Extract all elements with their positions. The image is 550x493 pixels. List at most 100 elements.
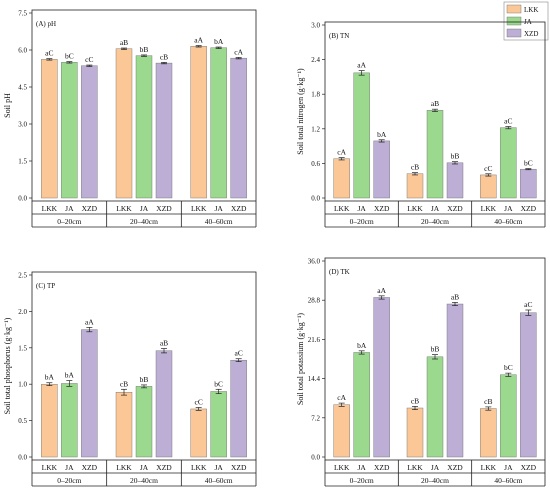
plot-frame <box>31 9 257 202</box>
bar-ja <box>500 374 517 458</box>
y-tick-label: 3.0 <box>18 121 27 129</box>
bar-xzd <box>155 350 173 458</box>
depth-group-label: 0–20cm <box>57 476 81 485</box>
significance-label: bC <box>65 52 74 61</box>
y-axis-label: Soil pH <box>3 93 12 118</box>
bar-lkk <box>115 48 133 199</box>
x-category-label: LKK <box>334 204 350 213</box>
x-category-label: XZD <box>374 463 390 472</box>
significance-label: cC <box>85 55 93 64</box>
bar-lkk <box>406 173 424 199</box>
significance-label: cB <box>120 379 128 388</box>
significance-label: bA <box>214 37 224 46</box>
x-category-label: XZD <box>156 463 172 472</box>
x-category-label: JA <box>504 463 513 472</box>
significance-label: bC <box>504 363 513 372</box>
legend-swatch-lkk <box>506 4 522 14</box>
bar-ja <box>210 47 227 199</box>
depth-group-label: 20–40cm <box>130 476 158 485</box>
x-category-label: XZD <box>521 463 537 472</box>
significance-label: cA <box>234 47 243 56</box>
x-category-label: LKK <box>191 463 207 472</box>
significance-label: bC <box>524 159 533 168</box>
bar-lkk <box>406 407 424 458</box>
x-category-label: JA <box>357 204 366 213</box>
depth-group-label: 0–20cm <box>57 217 81 226</box>
y-tick-label: 7.2 <box>311 414 320 422</box>
x-category-label: JA <box>214 463 223 472</box>
panel-title: (D) TK <box>329 268 350 276</box>
x-category-label: JA <box>504 204 513 213</box>
x-category-label: XZD <box>374 204 390 213</box>
y-tick-label: 1.2 <box>311 125 320 133</box>
x-category-label: XZD <box>82 463 98 472</box>
bar-ja <box>426 356 444 458</box>
y-tick-label: 2.5 <box>18 272 27 280</box>
significance-label: aB <box>160 339 168 348</box>
plot-frame <box>324 21 546 202</box>
bar-xzd <box>520 168 537 199</box>
x-category-label: JA <box>140 463 149 472</box>
plot-frame <box>324 257 546 461</box>
significance-label: bB <box>431 345 440 354</box>
bar-xzd <box>520 312 537 458</box>
significance-label: aA <box>85 317 94 326</box>
significance-label: bB <box>140 375 149 384</box>
bar-ja <box>353 72 370 199</box>
x-category-label: LKK <box>42 204 58 213</box>
x-category-label: LKK <box>407 204 423 213</box>
y-tick-label: 14.4 <box>308 375 321 383</box>
significance-label: cB <box>484 397 492 406</box>
significance-label: cB <box>160 52 168 61</box>
bar-ja <box>61 383 78 458</box>
x-category-label: LKK <box>42 463 58 472</box>
significance-label: bA <box>45 373 55 382</box>
x-category-label: LKK <box>116 463 132 472</box>
depth-group-label: 40–60cm <box>494 217 522 226</box>
bar-ja <box>353 352 370 458</box>
x-category-label: JA <box>357 463 366 472</box>
significance-label: bC <box>214 379 223 388</box>
significance-label: bA <box>377 130 387 139</box>
significance-label: aA <box>377 286 386 295</box>
x-category-label: JA <box>431 463 440 472</box>
bar-xzd <box>373 297 390 458</box>
y-tick-label: 1.8 <box>311 91 320 99</box>
significance-label: aA <box>194 36 203 45</box>
bar-xzd <box>446 162 464 199</box>
y-tick-label: 21.6 <box>308 336 321 344</box>
y-tick-label: 1.5 <box>18 158 27 166</box>
depth-group-label: 40–60cm <box>205 217 233 226</box>
bar-ja <box>500 127 517 199</box>
significance-label: cC <box>484 164 492 173</box>
bar-lkk <box>190 46 207 199</box>
significance-label: aB <box>431 99 439 108</box>
bar-ja <box>210 391 227 458</box>
depth-group-label: 20–40cm <box>421 217 449 226</box>
legend-label-xzd: XZD <box>524 30 538 38</box>
x-category-label: JA <box>140 204 149 213</box>
y-tick-label: 7.5 <box>18 10 27 18</box>
y-tick-label: 0.5 <box>18 417 27 425</box>
x-category-label: XZD <box>82 204 98 213</box>
x-category-label: LKK <box>481 463 497 472</box>
bar-xzd <box>230 359 247 458</box>
x-category-label: XZD <box>521 204 537 213</box>
x-category-label: JA <box>214 204 223 213</box>
x-category-label: XZD <box>231 463 247 472</box>
significance-label: aC <box>45 49 53 58</box>
significance-label: aC <box>524 300 532 309</box>
y-tick-label: 6.0 <box>18 47 27 55</box>
panel-title: (A) pH <box>36 20 56 28</box>
x-category-label: JA <box>65 204 74 213</box>
bar-lkk <box>190 408 207 458</box>
y-tick-label: 2.0 <box>18 308 27 316</box>
y-axis-label: Soil total phosphorus (g·kg⁻¹) <box>3 317 12 414</box>
legend-label-lkk: LKK <box>524 6 538 14</box>
y-tick-label: 0.0 <box>18 454 27 462</box>
x-category-label: LKK <box>116 204 132 213</box>
bar-ja <box>135 55 153 199</box>
y-axis-label: Soil total potassium (g·kg⁻¹) <box>296 313 305 406</box>
